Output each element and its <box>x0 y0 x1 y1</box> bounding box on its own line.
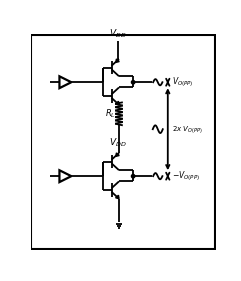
Text: $V_{DD}$: $V_{DD}$ <box>109 27 127 40</box>
Text: $V_{O(PP)}$: $V_{O(PP)}$ <box>172 75 193 89</box>
Text: $2x\ V_{O(PP)}$: $2x\ V_{O(PP)}$ <box>172 124 202 135</box>
Polygon shape <box>60 76 71 88</box>
Polygon shape <box>116 153 119 156</box>
Circle shape <box>131 175 135 178</box>
Polygon shape <box>116 195 119 199</box>
Text: $V_{DD}$: $V_{DD}$ <box>109 137 127 149</box>
Text: $-V_{O(PP)}$: $-V_{O(PP)}$ <box>172 169 200 183</box>
Polygon shape <box>60 170 71 182</box>
Text: $R_L$: $R_L$ <box>105 108 116 120</box>
Polygon shape <box>116 101 119 105</box>
Polygon shape <box>116 59 119 62</box>
Circle shape <box>131 81 135 84</box>
